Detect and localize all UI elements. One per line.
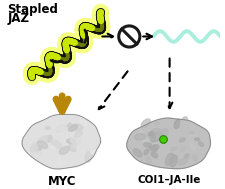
Ellipse shape bbox=[150, 132, 162, 142]
Ellipse shape bbox=[59, 146, 70, 154]
Polygon shape bbox=[127, 118, 210, 169]
Ellipse shape bbox=[180, 117, 188, 128]
Text: JAZ: JAZ bbox=[7, 12, 29, 26]
Ellipse shape bbox=[195, 138, 199, 141]
Ellipse shape bbox=[48, 135, 52, 142]
Ellipse shape bbox=[165, 153, 174, 166]
Ellipse shape bbox=[184, 154, 189, 158]
Text: COI1–JA-Ile: COI1–JA-Ile bbox=[138, 175, 201, 185]
Ellipse shape bbox=[68, 125, 77, 131]
Ellipse shape bbox=[55, 125, 66, 132]
Ellipse shape bbox=[70, 138, 81, 144]
Ellipse shape bbox=[170, 155, 177, 167]
Ellipse shape bbox=[174, 119, 180, 129]
Ellipse shape bbox=[85, 151, 92, 162]
Ellipse shape bbox=[50, 140, 57, 146]
Ellipse shape bbox=[45, 127, 50, 129]
Ellipse shape bbox=[67, 123, 71, 127]
Ellipse shape bbox=[143, 139, 154, 146]
Ellipse shape bbox=[144, 143, 151, 147]
Ellipse shape bbox=[190, 126, 195, 130]
Ellipse shape bbox=[141, 119, 150, 128]
Text: MYC: MYC bbox=[48, 175, 76, 188]
Ellipse shape bbox=[191, 133, 196, 136]
Ellipse shape bbox=[50, 146, 56, 149]
Ellipse shape bbox=[151, 152, 158, 158]
Ellipse shape bbox=[69, 144, 76, 152]
Ellipse shape bbox=[74, 131, 82, 138]
Ellipse shape bbox=[180, 147, 186, 151]
Ellipse shape bbox=[29, 147, 37, 155]
Ellipse shape bbox=[171, 147, 177, 150]
Ellipse shape bbox=[34, 151, 43, 158]
Ellipse shape bbox=[149, 128, 160, 139]
Ellipse shape bbox=[193, 155, 197, 161]
Ellipse shape bbox=[37, 141, 47, 149]
Ellipse shape bbox=[67, 139, 75, 143]
Ellipse shape bbox=[38, 136, 51, 144]
Ellipse shape bbox=[57, 158, 63, 167]
Ellipse shape bbox=[144, 149, 149, 155]
Ellipse shape bbox=[146, 157, 151, 164]
Ellipse shape bbox=[180, 119, 186, 125]
Ellipse shape bbox=[199, 142, 203, 146]
Ellipse shape bbox=[30, 145, 38, 151]
Ellipse shape bbox=[155, 122, 160, 125]
Ellipse shape bbox=[34, 147, 42, 154]
Ellipse shape bbox=[30, 143, 38, 155]
Ellipse shape bbox=[189, 131, 195, 134]
Ellipse shape bbox=[150, 145, 159, 151]
Ellipse shape bbox=[148, 143, 157, 151]
Ellipse shape bbox=[80, 119, 87, 126]
Ellipse shape bbox=[180, 138, 185, 142]
Ellipse shape bbox=[178, 158, 187, 165]
Ellipse shape bbox=[135, 133, 146, 140]
Ellipse shape bbox=[148, 132, 153, 136]
Ellipse shape bbox=[73, 143, 77, 148]
Ellipse shape bbox=[133, 149, 142, 157]
Ellipse shape bbox=[36, 146, 41, 153]
Ellipse shape bbox=[90, 150, 96, 154]
Ellipse shape bbox=[156, 129, 168, 138]
Ellipse shape bbox=[55, 124, 64, 135]
Text: Stapled: Stapled bbox=[7, 3, 58, 16]
Ellipse shape bbox=[191, 145, 196, 149]
Ellipse shape bbox=[52, 140, 62, 149]
Polygon shape bbox=[22, 115, 101, 169]
Ellipse shape bbox=[138, 131, 143, 140]
Ellipse shape bbox=[71, 124, 83, 131]
